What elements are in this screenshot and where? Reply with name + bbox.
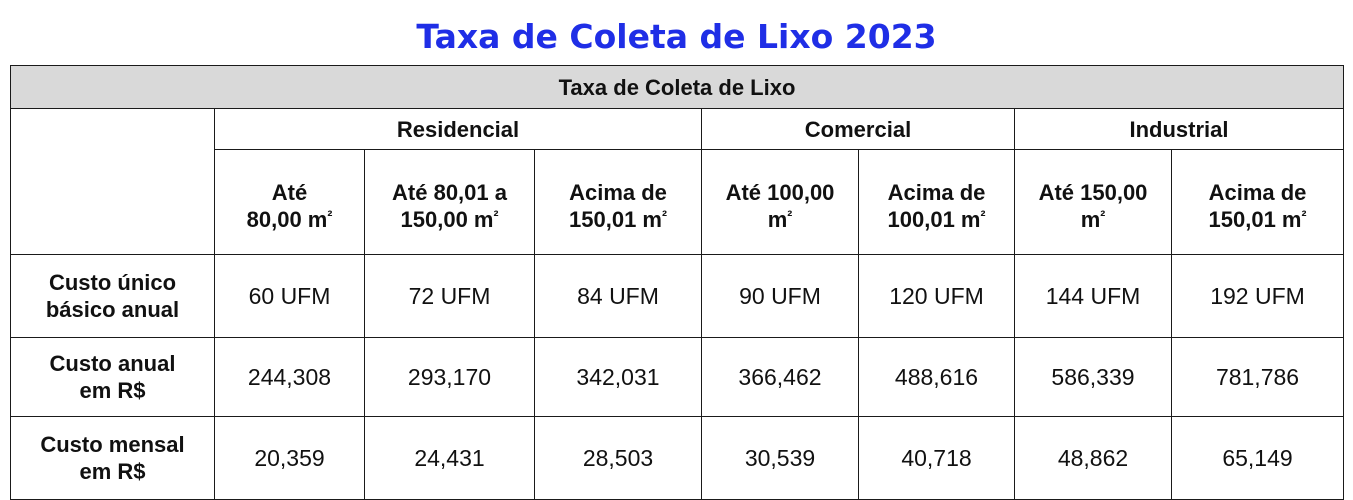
- row-label: Custo mensal em R$: [10, 416, 215, 500]
- range-header: Até 80,00 m²: [214, 149, 365, 255]
- range-header: Até 80,01 a 150,00 m²: [364, 149, 535, 255]
- range-header: Acima de 150,01 m²: [534, 149, 702, 255]
- range-header-line2: m: [1080, 207, 1101, 232]
- range-header-line2: 150,01 m: [569, 207, 662, 232]
- table-cell: 120 UFM: [858, 254, 1015, 338]
- table-caption: Taxa de Coleta de Lixo: [9, 65, 1345, 109]
- row-label: Custo único básico anual: [10, 254, 215, 338]
- table-title-row: Taxa de Coleta de Lixo: [9, 65, 1345, 109]
- range-header-line2: m: [767, 207, 788, 232]
- table-cell: 781,786: [1170, 337, 1345, 417]
- table-cell: 65,149: [1170, 416, 1345, 500]
- row-label-line1: Custo mensal: [40, 432, 185, 457]
- range-header-line1: Acima de: [1208, 180, 1307, 205]
- range-header-line2: 100,01 m: [887, 207, 981, 232]
- table-cell: 28,503: [534, 416, 702, 500]
- row-label-line2: em R$: [79, 378, 146, 403]
- table-cell: 366,462: [701, 337, 859, 417]
- table-cell: 48,862: [1014, 416, 1172, 500]
- table-cell: 90 UFM: [701, 254, 859, 338]
- table-row: Custo anual em R$ 244,308 293,170 342,031…: [10, 337, 1345, 417]
- range-header: Acima de 150,01 m²: [1170, 149, 1345, 255]
- group-header-residencial: Residencial: [214, 108, 702, 150]
- table-cell: 342,031: [534, 337, 702, 417]
- table-cell: 20,359: [214, 416, 365, 500]
- range-header: Acima de 100,01 m²: [858, 149, 1015, 255]
- table-cell: 24,431: [364, 416, 535, 500]
- range-header-line2: 80,00 m: [246, 207, 328, 232]
- range-header-line1: Até 80,01 a: [392, 180, 507, 205]
- fee-table: Taxa de Coleta de Lixo Residencial Comer…: [9, 65, 1345, 500]
- row-label: Custo anual em R$: [10, 337, 215, 417]
- range-unit: ²: [787, 208, 793, 225]
- range-header-line1: Até 150,00: [1038, 180, 1148, 205]
- table-cell: 586,339: [1014, 337, 1172, 417]
- row-label-line2: básico anual: [45, 297, 180, 322]
- table-row: Custo mensal em R$ 20,359 24,431 28,503 3…: [10, 416, 1345, 500]
- range-header-line1: Acima de: [569, 180, 667, 205]
- table-cell: 144 UFM: [1014, 254, 1172, 338]
- range-header-line1: Até: [271, 180, 308, 205]
- range-unit: ²: [493, 208, 499, 225]
- range-header: Até 150,00 m²: [1014, 149, 1172, 255]
- group-header-comercial: Comercial: [701, 108, 1015, 150]
- table-cell: 192 UFM: [1170, 254, 1345, 338]
- table-cell: 488,616: [858, 337, 1015, 417]
- table-cell: 40,718: [858, 416, 1015, 500]
- range-header-line1: Até 100,00: [725, 180, 835, 205]
- range-header: Até 100,00 m²: [701, 149, 859, 255]
- table-cell: 84 UFM: [534, 254, 702, 338]
- table-cell: 293,170: [364, 337, 535, 417]
- range-header-line2: 150,00 m: [400, 207, 494, 232]
- group-header-industrial: Industrial: [1013, 108, 1345, 150]
- range-header-line1: Acima de: [887, 180, 986, 205]
- table-range-row: Até 80,00 m² Até 80,01 a 150,00 m² Acima d…: [11, 149, 1345, 255]
- row-label-line2: em R$: [79, 459, 146, 484]
- corner-cell: [10, 108, 215, 255]
- page-title: Taxa de Coleta de Lixo 2023: [416, 17, 937, 56]
- table-row: Custo único básico anual 60 UFM 72 UFM 84…: [10, 254, 1345, 338]
- range-unit: ²: [661, 208, 667, 225]
- table-cell: 30,539: [701, 416, 859, 500]
- range-unit: ²: [327, 208, 333, 225]
- table-cell: 72 UFM: [364, 254, 535, 338]
- range-header-line2: 150,01 m: [1208, 207, 1302, 232]
- table-group-row: Residencial Comercial Industrial: [10, 108, 1345, 255]
- row-label-line1: Custo único: [48, 270, 177, 295]
- range-unit: ²: [1301, 208, 1307, 225]
- table-cell: 244,308: [214, 337, 365, 417]
- range-unit: ²: [980, 208, 986, 225]
- range-unit: ²: [1100, 208, 1106, 225]
- row-label-line1: Custo anual: [49, 351, 176, 376]
- table-cell: 60 UFM: [214, 254, 365, 338]
